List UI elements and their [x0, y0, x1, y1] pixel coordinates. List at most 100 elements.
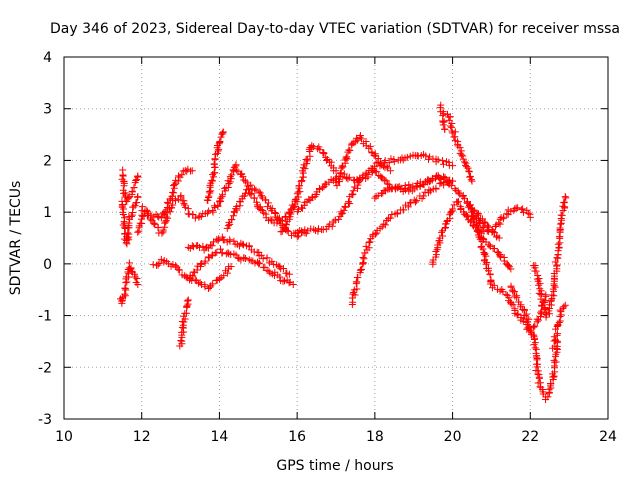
data-point — [285, 279, 293, 287]
data-point — [182, 309, 190, 317]
data-point — [549, 373, 557, 381]
data-point — [561, 301, 569, 309]
data-point — [224, 222, 232, 230]
data-point — [491, 223, 499, 231]
data-point — [554, 322, 562, 330]
data-point — [263, 254, 271, 262]
data-point — [559, 202, 567, 210]
data-point — [177, 336, 185, 344]
data-point — [300, 201, 308, 209]
data-point — [388, 211, 396, 219]
data-point — [340, 206, 348, 214]
data-point — [348, 140, 356, 148]
data-point — [134, 172, 142, 180]
data-point — [365, 144, 373, 152]
data-point — [401, 181, 409, 189]
series-track-r — [371, 172, 503, 242]
data-point — [233, 203, 241, 211]
data-point — [353, 285, 361, 293]
data-point — [553, 254, 561, 262]
x-tick-label: 18 — [366, 429, 384, 445]
data-point — [381, 157, 389, 165]
data-point — [556, 224, 564, 232]
data-point — [561, 193, 569, 201]
x-tick-label: 10 — [55, 429, 73, 445]
data-point — [158, 229, 166, 237]
data-point — [320, 149, 328, 157]
data-point — [535, 316, 543, 324]
y-tick-label: 3 — [43, 102, 52, 118]
data-point — [445, 113, 453, 121]
data-point — [509, 301, 517, 309]
data-point — [193, 266, 201, 274]
data-point — [216, 137, 224, 145]
data-point — [268, 257, 276, 265]
x-tick-label: 16 — [288, 429, 306, 445]
data-point — [232, 162, 240, 170]
data-point — [356, 133, 364, 141]
series-track-q — [348, 176, 457, 309]
data-point — [391, 184, 399, 192]
data-point — [345, 173, 353, 181]
data-point — [531, 344, 539, 352]
data-point — [215, 235, 223, 243]
data-point — [371, 230, 379, 238]
data-point — [154, 223, 162, 231]
data-point — [479, 245, 487, 253]
data-point — [482, 252, 490, 260]
data-point — [532, 267, 540, 275]
data-point — [118, 299, 126, 307]
data-point — [271, 208, 279, 216]
series-track-i — [186, 245, 297, 289]
series-track-y — [530, 193, 570, 321]
series-track-h — [176, 296, 192, 350]
data-point — [228, 171, 236, 179]
data-point — [128, 188, 136, 196]
data-point — [436, 180, 444, 188]
data-point — [495, 219, 503, 227]
data-point — [149, 261, 157, 269]
data-point — [478, 224, 486, 232]
data-point — [205, 192, 213, 200]
data-point — [209, 208, 217, 216]
data-point — [526, 213, 534, 221]
data-point — [287, 208, 295, 216]
data-point — [172, 197, 179, 205]
data-point — [276, 273, 284, 281]
data-point — [354, 274, 362, 282]
data-point — [359, 254, 367, 262]
data-point — [130, 184, 138, 192]
data-point — [464, 164, 472, 172]
data-point — [524, 318, 532, 326]
data-point — [255, 260, 263, 268]
series-track-a — [118, 166, 142, 206]
data-point — [342, 174, 350, 182]
data-point — [455, 189, 463, 197]
data-point — [250, 194, 258, 202]
data-point — [256, 189, 264, 197]
data-point — [194, 279, 202, 287]
data-point — [555, 244, 563, 252]
data-point — [551, 342, 559, 350]
data-point — [465, 167, 473, 175]
data-point — [298, 227, 306, 235]
data-point — [356, 266, 364, 274]
data-point — [154, 212, 162, 220]
data-point — [502, 290, 510, 298]
data-point — [252, 186, 260, 194]
data-point — [226, 173, 234, 181]
axis-ticks — [63, 56, 609, 420]
data-point — [245, 256, 253, 264]
data-point — [554, 240, 562, 248]
data-point — [519, 205, 527, 213]
data-point — [380, 220, 388, 228]
plot-frame — [63, 56, 609, 420]
data-point — [544, 393, 552, 401]
data-point — [342, 203, 350, 211]
data-point — [366, 238, 374, 246]
data-point — [393, 209, 401, 217]
x-tick-label: 22 — [521, 429, 539, 445]
data-point — [483, 227, 491, 235]
data-point — [315, 143, 323, 151]
data-point — [362, 242, 370, 250]
